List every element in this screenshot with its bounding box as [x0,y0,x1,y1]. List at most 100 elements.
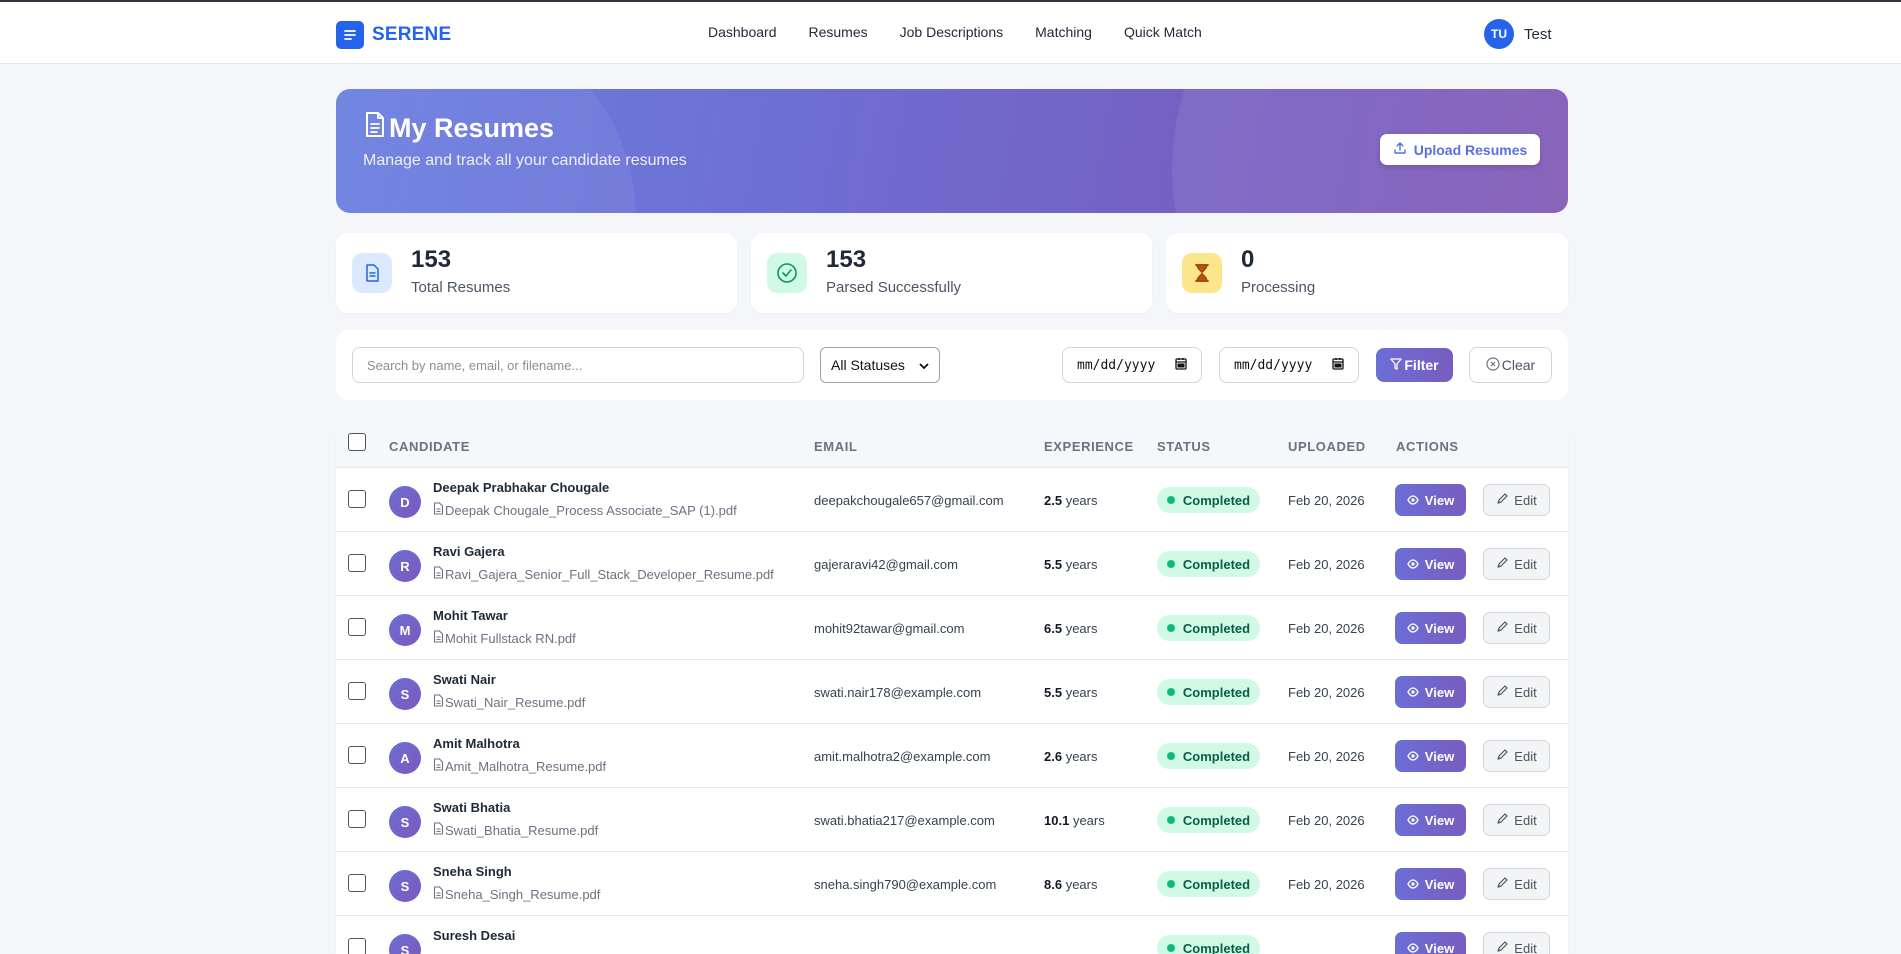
view-button[interactable]: View [1395,804,1466,836]
edit-button[interactable]: Edit [1483,804,1550,836]
candidate-file[interactable]: Swati_Nair_Resume.pdf [433,694,585,710]
file-icon [433,630,444,646]
table-row[interactable]: D Deepak Prabhakar Chougale Deepak Chougal… [336,468,1568,532]
clear-button[interactable]: Clear [1469,347,1552,383]
row-checkbox[interactable] [348,490,366,508]
search-input[interactable] [352,347,804,383]
view-button[interactable]: View [1395,484,1466,516]
status-dot-icon [1167,560,1175,568]
edit-button[interactable]: Edit [1483,612,1550,644]
row-checkbox[interactable] [348,618,366,636]
view-button[interactable]: View [1395,612,1466,644]
edit-button[interactable]: Edit [1483,676,1550,708]
pencil-icon [1496,877,1508,892]
column-header-email[interactable]: EMAIL [814,439,857,454]
file-icon [433,822,444,838]
experience-value: 8.6 [1044,877,1062,892]
user-menu[interactable]: TU Test [1484,19,1552,49]
candidate-avatar: S [389,806,421,838]
candidate-file[interactable]: Swati_Bhatia_Resume.pdf [433,822,598,838]
status-text: Completed [1183,493,1250,508]
status-badge: Completed [1157,551,1260,577]
pencil-icon [1496,941,1508,954]
hero-banner: My Resumes Manage and track all your can… [336,89,1568,213]
view-button[interactable]: View [1395,868,1466,900]
column-header-candidate[interactable]: CANDIDATE [389,439,470,454]
pencil-icon [1496,749,1508,764]
candidate-file[interactable]: Mohit Fullstack RN.pdf [433,630,576,646]
candidate-name[interactable]: Sneha Singh [433,864,512,879]
nav-link-matching[interactable]: Matching [1035,24,1092,40]
experience-unit: years [1066,749,1098,764]
candidate-file[interactable]: Deepak Chougale_Process Associate_SAP (1… [433,502,737,518]
view-button[interactable]: View [1395,740,1466,772]
pencil-icon [1496,621,1508,636]
view-button[interactable]: View [1395,676,1466,708]
status-select[interactable]: All Statuses [820,347,940,383]
edit-button[interactable]: Edit [1483,932,1550,954]
nav-link-job-descriptions[interactable]: Job Descriptions [900,24,1004,40]
column-header-uploaded[interactable]: UPLOADED [1288,439,1366,454]
candidate-name[interactable]: Deepak Prabhakar Chougale [433,480,609,495]
row-checkbox[interactable] [348,810,366,828]
edit-button[interactable]: Edit [1483,740,1550,772]
edit-button[interactable]: Edit [1483,484,1550,516]
brand-logo-icon [336,21,364,49]
column-header-experience[interactable]: EXPERIENCE [1044,439,1134,454]
candidate-name[interactable]: Mohit Tawar [433,608,508,623]
candidate-file[interactable]: Ravi_Gajera_Senior_Full_Stack_Developer_… [433,566,774,582]
select-all-checkbox[interactable] [348,433,366,451]
upload-resumes-button[interactable]: Upload Resumes [1380,134,1540,165]
view-button[interactable]: View [1395,548,1466,580]
candidate-name[interactable]: Suresh Desai [433,928,515,943]
nav-link-quick-match[interactable]: Quick Match [1124,24,1202,40]
date-to-input[interactable]: mm/dd/yyyy [1219,347,1359,383]
status-badge: Completed [1157,807,1260,833]
edit-button[interactable]: Edit [1483,868,1550,900]
date-from-input[interactable]: mm/dd/yyyy [1062,347,1202,383]
uploaded-date: Feb 20, 2026 [1288,813,1365,828]
candidate-file[interactable]: Sneha_Singh_Resume.pdf [433,886,600,902]
candidate-filename: Swati_Bhatia_Resume.pdf [445,823,598,838]
eye-icon [1407,749,1419,764]
row-checkbox[interactable] [348,938,366,954]
edit-button[interactable]: Edit [1483,548,1550,580]
stat-value: 153 [826,246,866,274]
brand[interactable]: SERENE [336,21,451,49]
experience-unit: years [1066,621,1098,636]
candidate-name[interactable]: Amit Malhotra [433,736,520,751]
clear-button-label: Clear [1502,357,1535,373]
candidate-name[interactable]: Ravi Gajera [433,544,505,559]
row-checkbox[interactable] [348,746,366,764]
filter-button[interactable]: Filter [1376,348,1453,382]
candidate-name[interactable]: Swati Nair [433,672,496,687]
row-checkbox[interactable] [348,554,366,572]
candidate-avatar: S [389,934,421,954]
candidate-file[interactable]: Amit_Malhotra_Resume.pdf [433,758,606,774]
upload-icon [1393,141,1407,158]
filter-button-label: Filter [1404,357,1438,373]
column-header-status[interactable]: STATUS [1157,439,1211,454]
candidate-filename: Swati_Nair_Resume.pdf [445,695,585,710]
nav-link-resumes[interactable]: Resumes [809,24,868,40]
candidate-email: gajeraravi42@gmail.com [814,557,958,572]
eye-icon [1407,941,1419,954]
row-checkbox[interactable] [348,874,366,892]
candidate-avatar: D [389,486,421,518]
upload-resumes-label: Upload Resumes [1414,142,1528,158]
status-dot-icon [1167,752,1175,760]
row-checkbox[interactable] [348,682,366,700]
edit-button-label: Edit [1514,749,1536,764]
view-button[interactable]: View [1395,932,1466,954]
candidate-name[interactable]: Swati Bhatia [433,800,510,815]
nav-link-dashboard[interactable]: Dashboard [708,24,777,40]
experience-unit: years [1066,877,1098,892]
eye-icon [1407,813,1419,828]
